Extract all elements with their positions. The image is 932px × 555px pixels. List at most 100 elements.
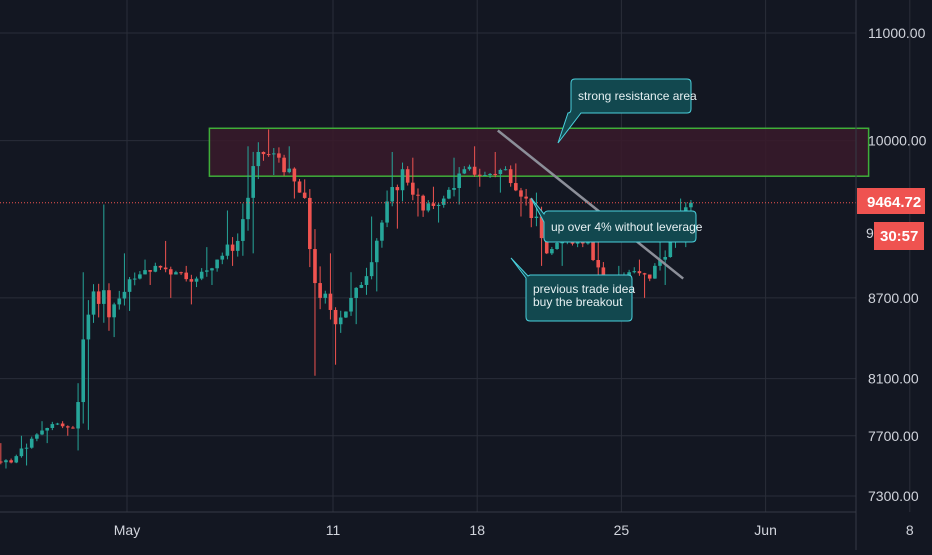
candle-body [9,460,13,463]
candle-body [344,311,348,318]
resistance-zone-layer [208,127,870,177]
candle-body [591,240,595,261]
candle-body [338,317,343,325]
candle-body [251,166,255,198]
candle-body [241,219,245,241]
candle-body [65,426,70,428]
candle-body [333,309,338,325]
candle-body [431,203,436,206]
candle-body [96,291,101,304]
callout-previous-line1: previous trade idea [533,282,635,296]
candle-body [55,423,60,425]
candle-body [472,166,477,175]
candle-body [601,267,606,280]
candle-body [261,151,266,155]
candle-body [132,278,137,280]
callout-resistance[interactable]: strong resistance area [557,78,697,144]
candle-body [199,271,204,279]
candle-body [225,244,230,256]
candle-body [550,249,554,254]
candle-body [405,169,410,183]
y-tick-label: 11000.00 [868,25,926,41]
candle-body [374,240,379,263]
candle-body [493,173,498,175]
candle-body [210,268,214,271]
candle-body [282,157,286,173]
candle-body [205,270,209,272]
resistance-zone[interactable] [208,127,870,177]
callout-gain-text: up over 4% without leverage [551,220,703,234]
candle-body [35,434,39,439]
candle-body [488,173,492,176]
candles [0,129,693,469]
candle-body [91,291,96,315]
y-tick-label: 8100.00 [868,371,919,387]
candle-body [318,283,322,298]
x-tick-label: May [114,522,140,538]
candle-body [19,448,24,457]
candle-body [220,255,225,260]
candle-body [313,249,317,284]
candle-body [534,216,539,219]
candle-body [45,427,49,431]
candle-body [14,456,19,463]
candle-body [189,279,194,282]
candle-body [246,197,250,220]
candle-body [266,154,271,156]
callout-previous-idea[interactable]: previous trade idea buy the breakout [510,257,635,322]
x-tick-label: 25 [614,522,630,538]
candle-body [503,169,508,171]
candle-body [256,151,261,167]
candle-body [441,198,446,205]
candle-body [658,259,662,266]
y-tick-label: 7300.00 [868,488,919,504]
callout-previous-line2: buy the breakout [533,295,623,309]
candle-body [390,187,395,202]
candle-body [354,287,358,298]
candle-body [544,238,549,254]
candle-body [514,183,518,191]
candle-body [395,187,400,191]
x-tick-label: 11 [326,522,341,538]
callout-gain-bubble [530,197,697,243]
candle-body [416,194,420,196]
candle-body [143,270,147,275]
candle-body [426,203,431,211]
candle-body [71,427,75,429]
candle-body [292,168,297,182]
candle-body [86,314,91,340]
candle-body [498,169,503,175]
candle-body [359,284,364,288]
candle-body [483,175,487,177]
candle-body [235,240,240,251]
candle-body [519,190,523,197]
candle-body [436,204,441,206]
candle-body [369,262,374,277]
candle-body [29,438,34,448]
price-axis-partial-label: 9 [866,225,874,241]
candle-body [179,272,183,274]
candle-body [555,242,559,250]
candle-body [364,276,369,285]
candle-body [668,240,673,258]
candle-body [302,192,307,198]
candle-body [529,198,534,219]
candle-body [457,173,461,188]
callout-gain[interactable]: up over 4% without leverage [530,197,703,243]
candle-body [596,260,601,268]
candle-body [452,187,456,190]
last-price-value: 9464.72 [867,194,921,211]
candle-body [4,460,8,463]
candle-body [50,424,55,428]
candle-body [194,278,199,282]
candle-body [153,265,158,272]
candle-body [477,174,482,176]
candle-body [349,297,353,312]
trendline[interactable] [497,129,684,280]
candle-body [230,244,235,251]
candle-body [642,273,647,275]
candle-body [632,271,637,273]
candle-body [174,272,178,275]
